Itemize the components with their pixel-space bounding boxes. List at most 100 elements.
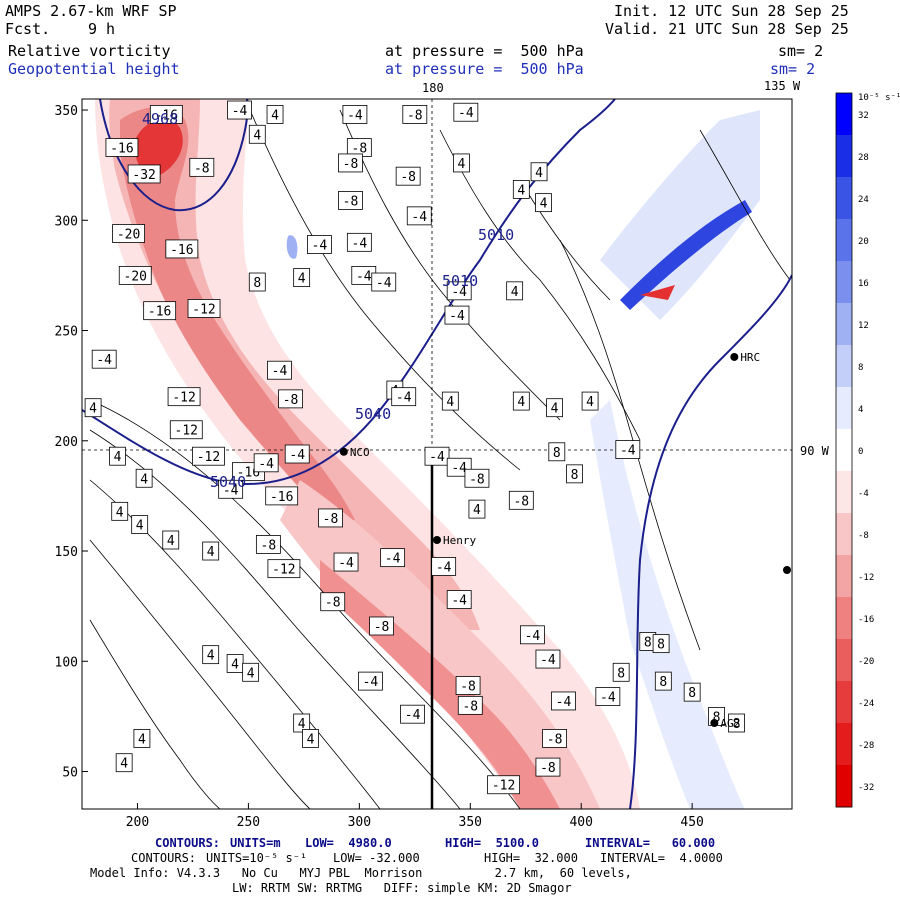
vorticity-label-box xyxy=(444,305,470,325)
vorticity-label-box xyxy=(307,235,332,254)
colorbar-swatch xyxy=(836,555,852,598)
model-title: AMPS 2.67-km WRF SP xyxy=(5,2,177,20)
x-tick-label: 400 xyxy=(569,815,592,830)
station-marker xyxy=(339,447,348,456)
vorticity-label-text: 4 xyxy=(473,503,481,518)
vorticity-label: -4 xyxy=(358,671,383,691)
vorticity-label-box xyxy=(189,157,215,177)
vorticity-label-box xyxy=(652,634,670,654)
vorticity-label-text: -4 xyxy=(385,552,401,567)
vorticity-label: -4 xyxy=(424,446,450,466)
vorticity-label-box xyxy=(506,281,524,301)
vorticity-label: -4 xyxy=(307,235,332,254)
vorticity-label-box xyxy=(267,360,292,380)
vorticity-label: -4 xyxy=(595,687,621,706)
vorticity-label-box xyxy=(293,713,311,733)
vorticity-label-box xyxy=(406,206,432,226)
vorticity-label-text: -8 xyxy=(462,699,478,714)
vorticity-label-text: 4 xyxy=(167,534,175,549)
vorticity-label-text: -8 xyxy=(513,494,529,509)
vorticity-label-box xyxy=(149,105,183,124)
vorticity-label-text: -12 xyxy=(197,450,220,465)
pos-vorticity-small xyxy=(286,235,298,259)
vorticity-label-text: -4 xyxy=(376,276,392,291)
vorticity-label-text: -4 xyxy=(258,457,274,472)
vorticity-label: 4 xyxy=(226,654,244,673)
vorticity-label-box xyxy=(453,102,479,122)
vorticity-labels: -16 -4 4 -4 -8 -4-164-8-32 -8 -8-84-844-44-20-1… xyxy=(84,100,745,795)
vorticity-label-box xyxy=(338,191,363,210)
vorticity-label: 4 xyxy=(84,398,102,418)
vorticity-label-text: -4 xyxy=(352,236,368,251)
vorticity-label: -8 xyxy=(318,508,343,528)
vorticity-label: -8 xyxy=(395,166,421,186)
colorbar-tick-label: 32 xyxy=(858,111,869,121)
vorticity-label-box xyxy=(551,691,576,711)
vorticity-label-box xyxy=(162,530,180,550)
vorticity-label-text: -12 xyxy=(192,302,215,317)
vorticity-label-text: -8 xyxy=(540,761,556,776)
vorticity-label-text: 4 xyxy=(140,472,148,487)
vorticity-label-text: 8 xyxy=(644,635,652,650)
colorbar-tick-label: 16 xyxy=(858,279,869,289)
vorticity-label-text: -4 xyxy=(451,285,467,300)
vorticity-label-text: 8 xyxy=(688,686,696,701)
vorticity-label-text: -4 xyxy=(540,653,556,668)
vorticity-label-text: 4 xyxy=(247,666,255,681)
vorticity-label: -4 xyxy=(406,206,432,226)
vorticity-label-box xyxy=(391,387,417,407)
vorticity-label: 4 xyxy=(302,729,319,748)
vorticity-label-text: 4 xyxy=(540,197,548,212)
colorbar-tick-label: -24 xyxy=(858,699,874,709)
vorticity-label-box xyxy=(400,704,425,724)
vorticity-label-text: -4 xyxy=(223,483,239,498)
vorticity-label-box xyxy=(302,729,319,748)
vorticity-label-text: 4 xyxy=(207,649,215,664)
vorticity-label: -4 xyxy=(535,649,561,669)
vorticity-label-text: 4 xyxy=(586,395,594,410)
vorticity-mixed-region xyxy=(600,110,760,320)
colorbar-swatch xyxy=(836,387,852,430)
y-tick-label: 350 xyxy=(55,104,78,119)
vorticity-label-box xyxy=(248,124,266,144)
vorticity-label: 4 xyxy=(441,391,459,411)
vorticity-label-box xyxy=(654,671,672,691)
vorticity-label: -8 xyxy=(255,535,281,554)
vorticity-label-text: 4 xyxy=(511,285,519,300)
vorticity-label-box xyxy=(284,444,310,464)
vorticity-label-box xyxy=(192,446,225,466)
footer-vort-low: LOW= -32.000 xyxy=(333,851,420,865)
vorticity-label-text: -4 xyxy=(436,560,452,575)
vorticity-label-box xyxy=(369,616,394,636)
vorticity-label-box xyxy=(267,559,301,579)
vorticity-label-text: -20 xyxy=(117,228,140,243)
vorticity-label-text: 4 xyxy=(120,757,128,772)
vorticity-label-text: -4 xyxy=(620,444,636,459)
vorticity-label-box xyxy=(169,420,203,440)
colorbar-tick-label: -28 xyxy=(858,741,874,751)
vorticity-label-text: 4 xyxy=(207,545,215,560)
vorticity-label: -4 xyxy=(444,305,470,325)
meridian-label-135w: 135 W xyxy=(764,79,801,93)
x-tick-label: 300 xyxy=(348,815,371,830)
height-label-5010-a: 5010 xyxy=(478,226,514,244)
vorticity-label-box xyxy=(242,662,260,682)
stations: NCO Henry HRC AG2 xyxy=(339,351,760,730)
vorticity-label: 4 xyxy=(133,729,151,748)
height-contour-5040 xyxy=(629,274,792,809)
pos-vorticity-strip xyxy=(620,200,752,310)
vorticity-label-box xyxy=(455,676,481,695)
vorticity-label: 4 xyxy=(162,530,180,550)
vorticity-label-text: -12 xyxy=(175,424,198,439)
colorbar-swatch xyxy=(836,303,852,346)
plot-frame xyxy=(81,98,793,810)
edge-station-dot xyxy=(783,566,791,574)
colorbar-tick-label: -16 xyxy=(858,615,874,625)
vorticity-label-text: -4 xyxy=(347,108,363,123)
vorticity-label-box xyxy=(615,440,641,459)
height-contour-labels: 4968 5010 5010 5040 5040 xyxy=(142,110,514,491)
vorticity-label: 8 xyxy=(566,464,583,484)
vorticity-label-text: -8 xyxy=(194,161,210,176)
vorticity-label-text: -4 xyxy=(96,353,112,368)
vorticity-label-box xyxy=(342,105,368,124)
